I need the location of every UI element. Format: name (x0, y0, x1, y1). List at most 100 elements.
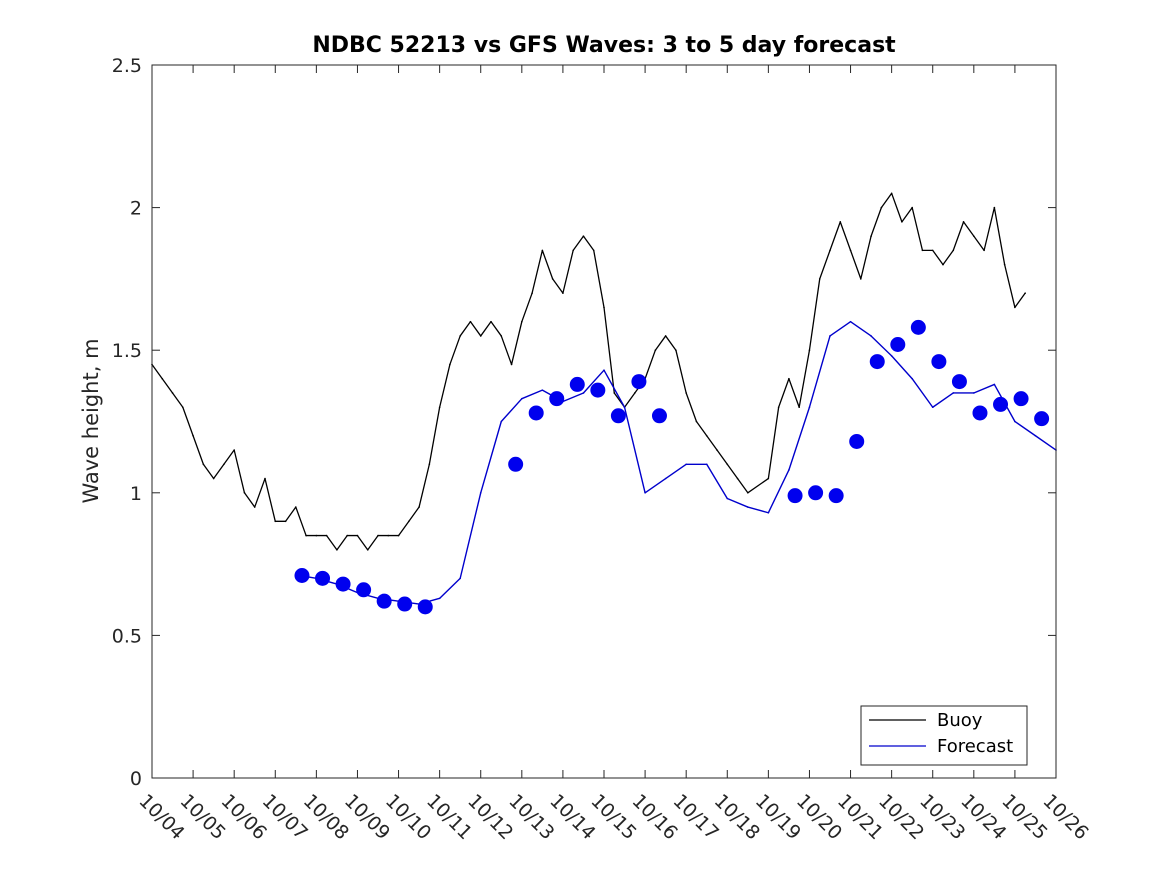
series-point-buoy (921, 249, 924, 252)
x-tick-label: 10/17 (669, 790, 723, 844)
x-tick-label: 10/14 (545, 790, 599, 844)
series-point-buoy (777, 406, 780, 409)
series-point-buoy (767, 477, 770, 480)
forecast-marker (910, 319, 926, 335)
x-tick-label: 10/11 (422, 790, 476, 844)
series-point-buoy (1024, 292, 1026, 294)
series-point-buoy (428, 463, 431, 466)
series-point-buoy (377, 534, 379, 537)
y-tick-label: 0.5 (112, 625, 142, 647)
y-axis-title: Wave height, m (79, 338, 103, 503)
series-point-buoy (387, 534, 390, 537)
series-point-forecast (685, 463, 687, 466)
series-point-buoy (295, 506, 297, 508)
series-point-buoy (983, 249, 985, 252)
forecast-marker (849, 433, 865, 449)
series-point-forecast (705, 463, 708, 466)
x-tick-label: 10/08 (299, 790, 353, 844)
series-point-buoy (346, 534, 348, 537)
series-point-forecast (500, 420, 503, 423)
series-point-buoy (942, 263, 944, 266)
forecast-marker (787, 488, 803, 504)
x-tick-label: 10/16 (628, 790, 682, 844)
forecast-marker (610, 408, 626, 424)
x-tick-label: 10/04 (134, 790, 188, 844)
y-tick-label: 1 (130, 483, 142, 505)
y-tick-label: 0 (130, 768, 142, 790)
series-point-buoy (582, 235, 585, 237)
legend-frame (860, 705, 1028, 766)
series-point-buoy (808, 349, 811, 352)
series-point-buoy (726, 463, 729, 466)
series-point-buoy (880, 206, 883, 209)
x-tick-label: 10/21 (833, 790, 887, 844)
forecast-marker (508, 456, 524, 472)
forecast-marker (1013, 391, 1029, 407)
series-point-forecast (582, 392, 585, 394)
series-point-forecast (952, 392, 955, 394)
series-point-buoy (973, 235, 975, 237)
forecast-marker (808, 485, 824, 501)
series-point-buoy (305, 534, 307, 537)
series-point-forecast (644, 492, 646, 494)
x-tick-label: 10/22 (874, 790, 928, 844)
series-point-forecast (1014, 420, 1016, 423)
series-point-buoy (901, 221, 903, 223)
series-point-buoy (592, 249, 595, 252)
series-point-buoy (839, 221, 842, 223)
forecast-marker (869, 354, 885, 370)
series-point-buoy (685, 392, 687, 394)
series-point-buoy (274, 520, 277, 523)
series-point-forecast (479, 492, 482, 494)
series-point-forecast (973, 392, 975, 394)
series-point-forecast (890, 355, 893, 357)
series-point-buoy (449, 363, 451, 366)
series-point-buoy (562, 292, 564, 294)
forecast-marker (951, 374, 967, 390)
forecast-marker (631, 374, 647, 390)
legend-label-forecast: Forecast (937, 736, 1013, 757)
series-point-buoy (253, 506, 256, 508)
series-point-buoy (161, 377, 164, 380)
series-point-forecast (931, 406, 934, 409)
series-point-forecast (1034, 434, 1037, 437)
legend-box: Buoy Forecast (860, 705, 1028, 766)
chart-title: NDBC 52213 vs GFS Waves: 3 to 5 day fore… (312, 33, 896, 58)
series-point-buoy (705, 434, 708, 437)
forecast-marker (397, 596, 413, 612)
series-point-forecast (808, 406, 811, 409)
forecast-marker (417, 599, 433, 615)
series-point-buoy (325, 534, 328, 537)
tick-layer (151, 64, 1057, 779)
forecast-marker (376, 593, 392, 609)
series-point-buoy (890, 192, 893, 195)
series-point-buoy (736, 477, 739, 480)
forecast-marker (294, 568, 310, 584)
series-point-buoy (212, 477, 215, 480)
series-point-forecast (623, 406, 626, 409)
series-point-buoy (233, 449, 235, 451)
series-point-buoy (479, 335, 482, 337)
x-tick-label: 10/10 (381, 790, 435, 844)
series-point-buoy (192, 434, 194, 437)
series-point-buoy (356, 534, 359, 537)
forecast-marker (549, 391, 565, 407)
series-point-buoy (490, 320, 492, 323)
series-point-buoy (829, 249, 831, 252)
series-point-buoy (264, 477, 266, 480)
series-point-buoy (1003, 263, 1006, 266)
x-tick-label: 10/26 (1038, 790, 1092, 844)
series-point-buoy (171, 392, 174, 394)
series-point-buoy (747, 492, 749, 494)
series-point-buoy (603, 306, 605, 309)
series-point-forecast (788, 469, 790, 471)
series-point-buoy (284, 520, 287, 523)
series-point-buoy (541, 249, 544, 252)
forecast-marker (890, 336, 906, 352)
series-point-buoy (675, 349, 677, 352)
series-point-buoy (788, 377, 790, 380)
series-point-forecast (726, 497, 729, 500)
y-tick-label: 2.5 (112, 55, 142, 77)
series-point-buoy (654, 349, 657, 352)
